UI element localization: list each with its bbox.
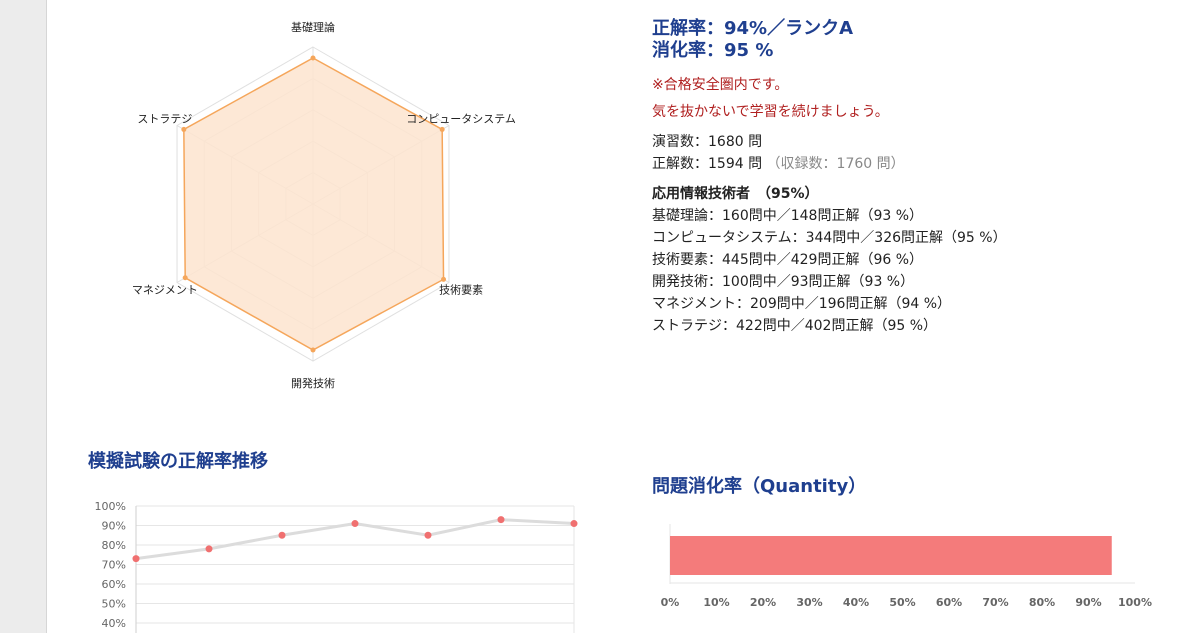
bar-x-tick-label: 30% (796, 596, 822, 609)
recorded-count: （収録数：1760 問） (766, 156, 905, 172)
bar-x-tick-label: 100% (1118, 596, 1152, 609)
radar-axis-label: ストラテジ (137, 113, 192, 126)
line-data-point (278, 531, 286, 539)
category-stat: 基礎理論：160問中／148問正解（93 %） (652, 208, 924, 224)
category-stat: ストラテジ：422問中／402問正解（95 %） (652, 318, 938, 334)
bar-x-tick-label: 40% (843, 596, 869, 609)
line-data-point (351, 520, 359, 528)
digestion-rate: 消化率：95 % (652, 40, 774, 61)
line-y-tick-label: 50% (102, 598, 126, 611)
score-summary: 正解率：94%／ランクA 消化率：95 % ※合格安全圏内です。 気を抜かないで… (652, 18, 1172, 337)
bar-x-tick-label: 10% (703, 596, 729, 609)
category-header: 応用情報技術者 （95%） (652, 186, 819, 202)
accuracy-rank: 正解率：94%／ランクA (652, 18, 854, 39)
line-y-tick-label: 80% (102, 539, 126, 552)
line-data-point (132, 555, 140, 563)
line-y-tick-label: 90% (102, 520, 126, 533)
line-y-tick-label: 40% (102, 617, 126, 630)
line-y-tick-label: 100% (95, 500, 126, 513)
line-data-point (205, 545, 213, 553)
line-data-point (424, 531, 432, 539)
bar-x-tick-label: 20% (750, 596, 776, 609)
radar-data-area (183, 57, 445, 351)
category-stat: コンピュータシステム：344問中／326問正解（95 %） (652, 230, 1007, 246)
bar-x-tick-label: 80% (1029, 596, 1055, 609)
line-data-point (497, 516, 505, 524)
radar-data-point (181, 126, 187, 132)
line-y-tick-label: 70% (102, 559, 126, 572)
line-y-tick-label: 60% (102, 578, 126, 591)
bar-x-tick-label: 0% (661, 596, 680, 609)
radar-axis-label: マネジメント (132, 284, 198, 297)
radar-data-point (310, 55, 316, 61)
radar-axis-label: コンピュータシステム (406, 113, 516, 126)
radar-axis-label: 技術要素 (439, 284, 483, 297)
exercise-count: 演習数：1680 問 (652, 134, 763, 150)
radar-data-point (310, 347, 316, 353)
quantity-section-title: 問題消化率（Quantity） (652, 476, 867, 497)
bar-x-tick-label: 70% (982, 596, 1008, 609)
encourage-note: 気を抜かないで学習を続けましょう。 (652, 104, 889, 120)
category-stat: マネジメント：209問中／196問正解（94 %） (652, 296, 952, 312)
quantity-bar (670, 536, 1112, 575)
line-data-point (570, 520, 578, 528)
radar-axis-label: 基礎理論 (291, 20, 335, 34)
radar-axis-label: 開発技術 (291, 376, 335, 390)
radar-data-point (439, 126, 445, 132)
trend-line-chart: 100% 90% 80% 70% 60% 50% 40% (95, 500, 578, 633)
radar-data-point (441, 276, 447, 282)
bar-x-tick-label: 90% (1075, 596, 1101, 609)
category-stat: 技術要素：445問中／429問正解（96 %） (652, 252, 924, 268)
correct-count-row: 正解数：1594 問 （収録数：1760 問） (652, 153, 1172, 175)
trend-section-title: 模擬試験の正解率推移 (88, 451, 268, 472)
radar-data-point (182, 275, 188, 281)
correct-count: 正解数：1594 問 (652, 156, 763, 172)
bar-x-tick-label: 60% (936, 596, 962, 609)
pass-note: ※合格安全圏内です。 (652, 77, 789, 93)
category-stat: 開発技術：100問中／93問正解（93 %） (652, 274, 915, 290)
bar-x-tick-label: 50% (889, 596, 915, 609)
quantity-bar-chart: 0% 10% 20% 30% 40% 50% 60% 70% 80% 90% 100% (661, 524, 1152, 609)
